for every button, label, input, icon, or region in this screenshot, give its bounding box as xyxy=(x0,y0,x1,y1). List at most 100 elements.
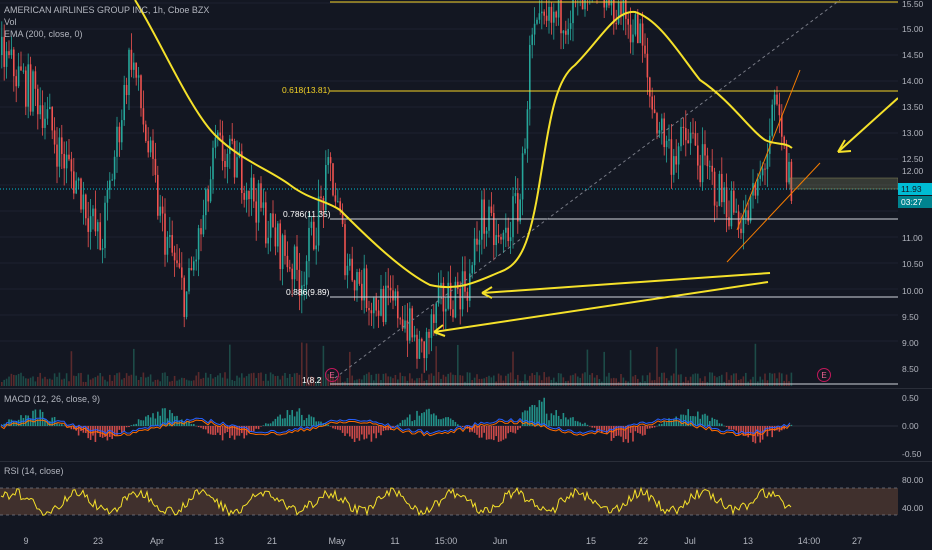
macd-histogram-bar xyxy=(421,413,423,426)
macd-histogram-bar xyxy=(224,426,226,434)
price-tick: 14.50 xyxy=(902,50,924,60)
volume-bar xyxy=(687,380,689,386)
macd-histogram-bar xyxy=(548,420,550,426)
trend-line xyxy=(334,0,841,379)
candle-body xyxy=(555,11,557,18)
candle-body xyxy=(464,271,466,292)
price-chart-canvas[interactable] xyxy=(0,0,898,387)
candle-body xyxy=(781,115,783,137)
symbol-legend[interactable]: AMERICAN AIRLINES GROUP INC, 1h, Cboe BZ… xyxy=(4,5,210,15)
macd-histogram-bar xyxy=(411,421,413,426)
ema-legend[interactable]: EMA (200, close, 0) xyxy=(4,29,83,39)
time-axis[interactable]: 9 23 Apr 13 21 May 11 15:00 Jun 15 22 Ju… xyxy=(0,532,932,550)
rsi-canvas[interactable] xyxy=(0,464,898,532)
volume-bar xyxy=(733,373,735,386)
macd-histogram-bar xyxy=(195,425,197,427)
candle-body xyxy=(733,190,735,213)
candle-body xyxy=(716,205,718,207)
volume-bar xyxy=(380,380,382,386)
fib-label-0786: 0.786(11.35) xyxy=(283,209,331,219)
candle-body xyxy=(183,277,185,317)
candle-body xyxy=(125,84,128,96)
candle-body xyxy=(697,145,699,166)
candle-body xyxy=(200,228,202,235)
volume-bar xyxy=(5,378,8,386)
candle-body xyxy=(404,320,406,329)
candle-body xyxy=(49,106,51,110)
candle-body xyxy=(176,260,178,264)
macd-histogram-bar xyxy=(135,423,137,426)
pane-separator[interactable] xyxy=(0,388,932,389)
candle-body xyxy=(709,165,711,167)
volume-bar xyxy=(759,376,761,386)
volume-bar xyxy=(87,374,89,386)
rsi-axis[interactable]: 80.00 40.00 xyxy=(898,464,932,532)
price-axis[interactable]: 15.50 15.00 14.50 14.00 13.50 13.00 12.5… xyxy=(898,0,932,387)
macd-histogram-bar xyxy=(596,426,598,433)
macd-histogram-bar xyxy=(20,415,22,426)
macd-histogram-bar xyxy=(301,414,303,426)
macd-pane[interactable]: MACD (12, 26, close, 9) xyxy=(0,392,898,459)
candle-body xyxy=(673,156,675,175)
earnings-marker[interactable]: E xyxy=(325,368,339,382)
volume-bar xyxy=(785,374,788,386)
macd-histogram-bar xyxy=(461,426,464,428)
rsi-pane[interactable]: RSI (14, close) xyxy=(0,464,898,532)
macd-histogram-bar xyxy=(406,417,409,426)
macd-histogram-bar xyxy=(346,426,349,434)
volume-bar xyxy=(459,375,461,386)
macd-canvas[interactable] xyxy=(0,392,898,459)
volume-bar xyxy=(243,377,245,386)
macd-histogram-bar xyxy=(447,417,449,426)
pane-separator[interactable] xyxy=(0,461,932,462)
volume-bar xyxy=(27,378,29,386)
volume-bar xyxy=(106,381,109,386)
candle-body xyxy=(339,201,341,212)
candle-body xyxy=(29,64,32,112)
macd-histogram-bar xyxy=(473,426,476,433)
macd-histogram-bar xyxy=(243,426,245,439)
macd-histogram-bar xyxy=(637,426,639,433)
candle-body xyxy=(293,246,296,280)
volume-bar xyxy=(454,375,457,386)
volume-bar xyxy=(291,376,293,386)
volume-bar xyxy=(94,377,97,386)
candle-body xyxy=(493,212,495,246)
macd-histogram-bar xyxy=(349,426,351,437)
volume-bar xyxy=(226,378,229,386)
macd-histogram-bar xyxy=(284,418,286,426)
candle-body xyxy=(3,36,5,67)
candle-body xyxy=(517,193,519,222)
rsi-legend[interactable]: RSI (14, close) xyxy=(4,466,64,476)
candle-body xyxy=(418,338,421,359)
macd-histogram-bar xyxy=(193,423,195,426)
volume-bar xyxy=(713,375,716,386)
volume-bar xyxy=(183,378,185,386)
macd-histogram-bar xyxy=(368,426,370,435)
volume-bar xyxy=(769,372,771,386)
macd-histogram-bar xyxy=(377,426,380,433)
candle-body xyxy=(269,213,272,238)
volume-bar xyxy=(15,375,17,386)
volume-bar xyxy=(553,377,555,386)
macd-histogram-bar xyxy=(310,416,313,426)
candle-body xyxy=(1,36,3,55)
earnings-marker[interactable]: E xyxy=(817,368,831,382)
volume-bar xyxy=(471,380,473,386)
volume-bar xyxy=(171,380,173,386)
volume-legend[interactable]: Vol xyxy=(4,17,17,27)
price-chart-pane[interactable]: AMERICAN AIRLINES GROUP INC, 1h, Cboe BZ… xyxy=(0,0,898,387)
candle-body xyxy=(205,189,207,216)
volume-bar xyxy=(133,348,135,386)
volume-bar xyxy=(53,373,56,386)
volume-bar xyxy=(519,380,521,386)
macd-axis[interactable]: 0.50 0.00 -0.50 xyxy=(898,392,932,459)
volume-bar xyxy=(625,380,627,386)
macd-histogram-bar xyxy=(435,415,437,426)
macd-legend[interactable]: MACD (12, 26, close, 9) xyxy=(4,394,101,404)
candle-body xyxy=(469,273,471,301)
candle-body xyxy=(373,297,375,314)
macd-histogram-bar xyxy=(22,417,25,426)
candle-body xyxy=(44,118,46,128)
macd-histogram-bar xyxy=(502,426,505,440)
